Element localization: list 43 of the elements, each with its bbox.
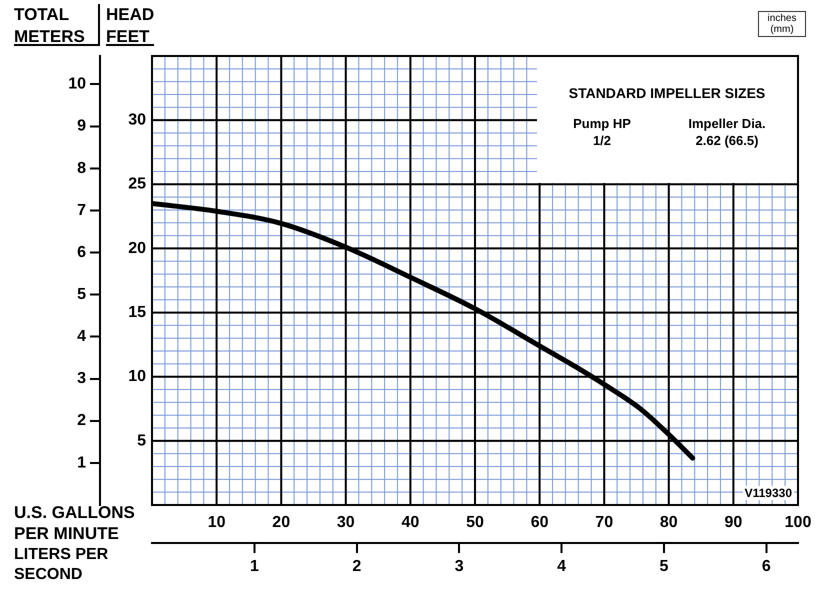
annotation: 2.62 (66.5) — [694, 132, 760, 149]
text: inches (mm) — [758, 11, 806, 37]
y2-tick-label: 3 — [77, 370, 86, 388]
y2-tick-label: 4 — [77, 328, 86, 346]
y2-tick-label: 8 — [77, 160, 86, 177]
y2-axis-title: TOTAL METERS — [14, 4, 100, 46]
x-tick-label: 80 — [660, 514, 678, 532]
x2-tick-label: 4 — [557, 558, 566, 576]
x2-tick-label: 1 — [250, 558, 259, 576]
y-tick-label: 15 — [128, 304, 146, 321]
y-tick-label: 5 — [137, 432, 146, 450]
y-tick-label: 30 — [128, 112, 146, 129]
y-tick-label: 25 — [128, 176, 146, 193]
x-tick-label: 60 — [530, 514, 549, 532]
x-tick-label: 30 — [336, 514, 355, 532]
x2-tick-label: 5 — [660, 558, 669, 576]
x2-tick-label: 3 — [454, 558, 464, 576]
y2-tick-label: 9 — [77, 118, 86, 135]
y-tick-label: 10 — [128, 368, 146, 386]
annotation: Pump HP — [572, 115, 632, 132]
x-tick-label: 40 — [402, 514, 420, 532]
y-axis-title: HEAD FEET — [106, 4, 154, 46]
y2-tick-label: 2 — [77, 412, 86, 430]
x-tick-label: 20 — [272, 514, 290, 532]
x2-tick-label: 2 — [352, 558, 362, 576]
annotation: 1/2 — [592, 132, 612, 149]
x2-axis-title: LITERS PER SECOND — [14, 545, 110, 585]
x-tick-label: 70 — [595, 514, 614, 532]
annotation: V119330 — [742, 486, 794, 500]
x-tick-label: 50 — [466, 514, 484, 532]
x-tick-label: 100 — [784, 514, 812, 532]
y2-tick-label: 1 — [77, 454, 86, 472]
y2-tick-label: 5 — [77, 286, 86, 304]
y2-tick-label: 6 — [77, 244, 86, 261]
x-axis-title: U.S. GALLONS PER MINUTE — [14, 502, 136, 544]
y2-tick-label: 7 — [77, 202, 86, 219]
x2-tick-label: 6 — [762, 558, 771, 576]
y-tick-label: 20 — [128, 240, 146, 257]
y2-tick-label: 10 — [68, 76, 86, 93]
annotation: Impeller Dia. — [687, 115, 767, 132]
x-tick-label: 10 — [208, 514, 226, 532]
annotation: STANDARD IMPELLER SIZES — [568, 85, 766, 101]
x-tick-label: 90 — [724, 514, 742, 532]
